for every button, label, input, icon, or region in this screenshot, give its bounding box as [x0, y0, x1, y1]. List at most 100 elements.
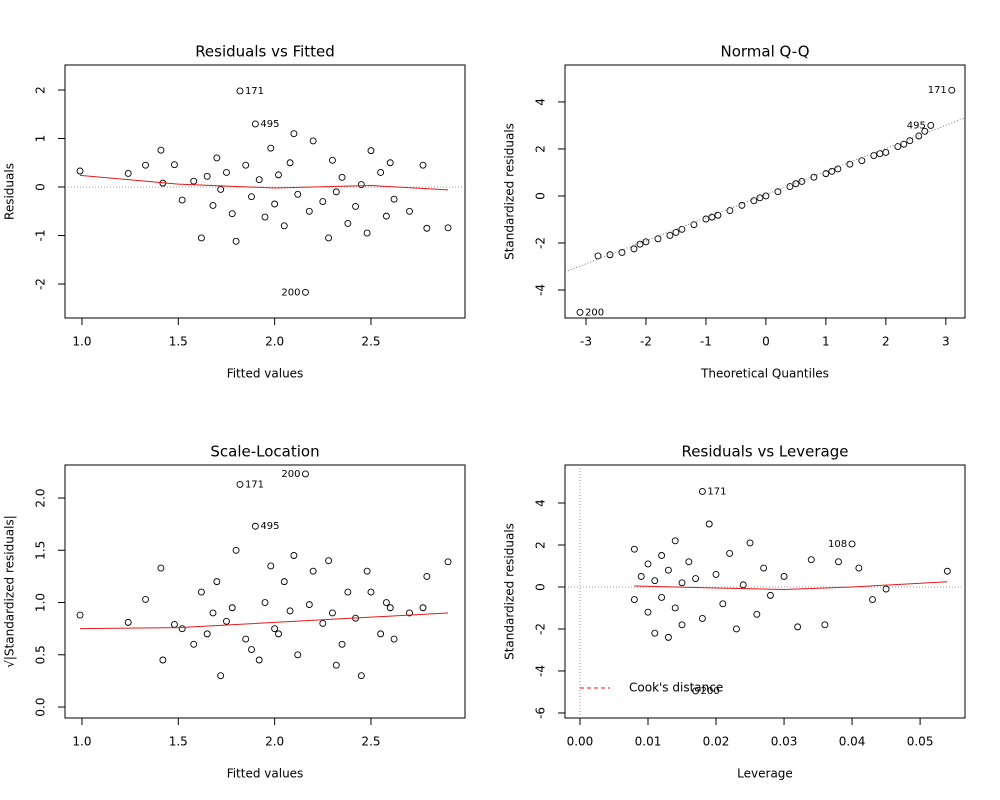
point — [882, 149, 890, 156]
point — [848, 540, 856, 548]
point — [261, 213, 269, 221]
point-label: 495 — [260, 521, 279, 532]
point — [678, 225, 686, 233]
point — [658, 552, 666, 559]
point — [714, 211, 722, 219]
y-tick-label: 0 — [534, 583, 548, 591]
point — [213, 578, 221, 586]
point — [948, 86, 956, 94]
point — [294, 190, 302, 198]
point — [367, 588, 375, 596]
x-axis-label: Fitted values — [227, 367, 304, 381]
point — [357, 672, 365, 680]
smooth-line — [80, 612, 449, 630]
point — [630, 596, 638, 604]
y-tick-label: 4 — [534, 98, 548, 106]
point — [157, 146, 165, 154]
point — [290, 130, 298, 138]
point — [876, 150, 884, 158]
point — [271, 200, 279, 208]
y-tick-label: 2 — [534, 541, 548, 549]
point-label: 171 — [928, 85, 947, 96]
smooth-line — [79, 174, 449, 191]
point — [678, 579, 686, 587]
point-label: 171 — [245, 479, 264, 490]
x-tick-label: 3 — [942, 335, 950, 349]
point — [642, 238, 650, 246]
point — [705, 520, 713, 528]
point — [124, 618, 132, 626]
point — [170, 161, 178, 169]
x-tick-label: 1.0 — [72, 335, 91, 349]
y-tick-label: 2 — [34, 86, 48, 94]
smooth-line — [634, 581, 948, 591]
point — [236, 87, 244, 95]
point — [630, 245, 638, 253]
point — [651, 629, 659, 637]
point — [692, 687, 700, 695]
point — [855, 564, 863, 572]
point — [251, 522, 259, 530]
point — [654, 235, 662, 243]
point — [280, 222, 288, 230]
point-label: 200 — [281, 469, 300, 480]
point — [576, 308, 584, 316]
plot-frame — [64, 464, 466, 719]
point — [846, 160, 854, 168]
point — [217, 185, 225, 193]
point — [223, 169, 230, 176]
point — [698, 615, 706, 622]
y-tick-label: 1.0 — [34, 593, 48, 612]
point — [267, 562, 275, 570]
point — [344, 588, 352, 596]
point — [142, 595, 149, 603]
point — [203, 172, 211, 180]
point-label: 108 — [828, 539, 847, 550]
point — [678, 621, 686, 629]
y-tick-label: 2.0 — [34, 488, 48, 507]
x-tick-label: 1.5 — [169, 735, 188, 749]
point — [708, 213, 716, 221]
y-tick-label: 4 — [534, 499, 548, 507]
point — [726, 207, 734, 214]
point — [739, 581, 747, 589]
point — [666, 232, 674, 239]
point — [290, 552, 298, 559]
point — [328, 609, 336, 617]
point — [915, 132, 923, 140]
point — [386, 604, 394, 612]
point — [170, 621, 178, 628]
x-tick-label: 0.01 — [635, 735, 662, 749]
x-tick-label: 1 — [822, 335, 830, 349]
point — [242, 161, 250, 169]
chart-title: Scale-Location — [210, 443, 319, 461]
point — [305, 207, 313, 215]
point — [390, 195, 398, 203]
point — [319, 198, 327, 206]
point — [338, 173, 346, 181]
point — [810, 173, 818, 181]
y-tick-label: 0.0 — [34, 697, 48, 716]
x-axis-label: Theoretical Quantiles — [700, 367, 829, 381]
point-label: 171 — [245, 86, 264, 97]
point — [921, 127, 929, 135]
point — [828, 167, 836, 175]
point — [190, 177, 198, 185]
point-label: 200 — [281, 287, 300, 298]
point — [248, 193, 255, 201]
y-tick-label: -4 — [534, 284, 548, 296]
y-tick-label: 0.5 — [34, 645, 48, 664]
point — [367, 147, 375, 155]
point-label: 171 — [707, 486, 726, 497]
point — [280, 578, 288, 586]
point — [750, 197, 758, 205]
point — [753, 610, 761, 618]
point — [223, 617, 230, 625]
point — [242, 635, 250, 643]
point-label: 495 — [260, 119, 279, 130]
point — [157, 564, 165, 572]
chart-title: Residuals vs Fitted — [195, 43, 335, 61]
point — [406, 609, 413, 617]
point — [882, 585, 890, 593]
